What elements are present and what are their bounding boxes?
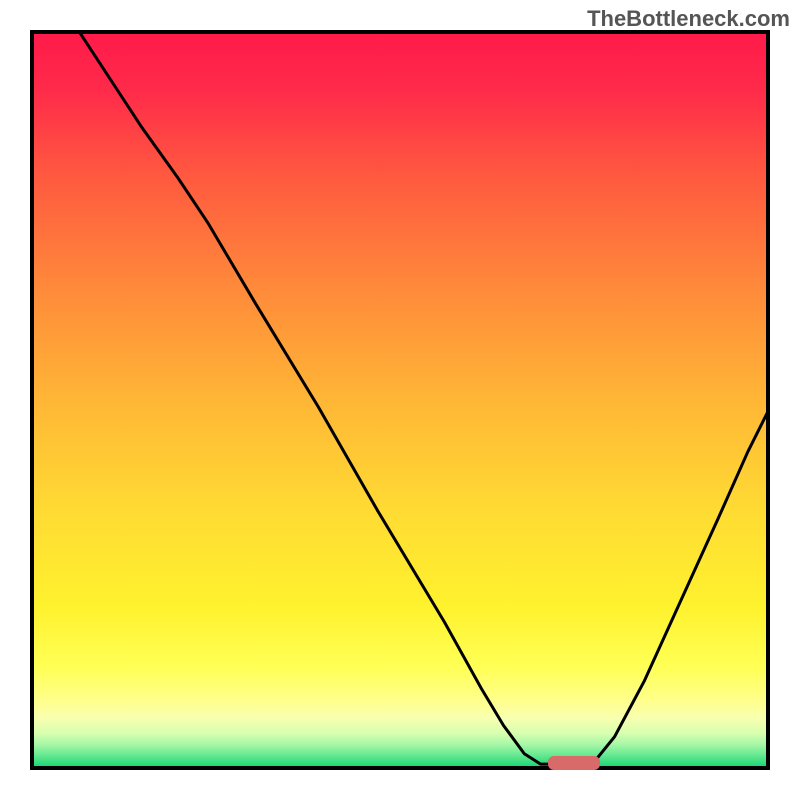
watermark-text: TheBottleneck.com	[587, 6, 790, 32]
optimal-marker	[548, 756, 600, 770]
plot-area	[30, 30, 770, 770]
chart-container: TheBottleneck.com	[0, 0, 800, 800]
bottleneck-curve	[30, 30, 770, 770]
